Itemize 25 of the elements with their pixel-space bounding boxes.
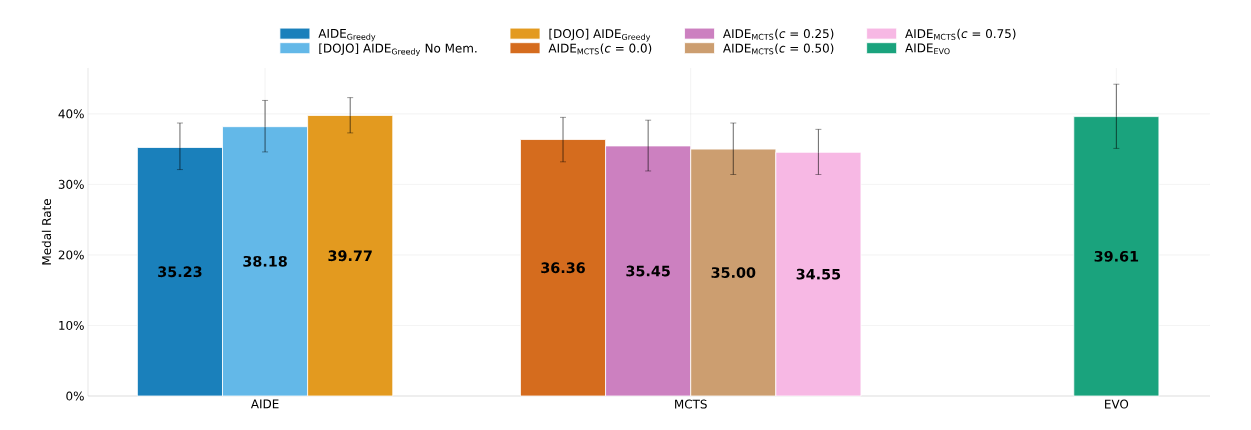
legend-label: AIDE$_{EVO}$ — [905, 43, 950, 55]
data-label: 38.18 — [243, 255, 287, 267]
data-label: 35.00 — [711, 267, 756, 278]
legend-label: AIDE$_{MCTS}$(c = 0.75) — [905, 28, 1016, 40]
y-axis-title: Medal Rate — [41, 199, 52, 265]
y-tick-label: 20% — [58, 250, 84, 260]
legend-label: AIDE$_{Greedy}$ — [318, 29, 376, 42]
legend-label: [DOJO] AIDE$_{Greedy}$ No Mem. — [319, 43, 477, 57]
data-label: 35.45 — [626, 265, 670, 277]
legend-label: AIDE$_{MCTS}$(c = 0.25) — [723, 28, 834, 40]
x-tick-label: MCTS — [675, 399, 707, 409]
y-tick-label: 40% — [58, 109, 84, 119]
data-label: 36.36 — [541, 262, 585, 274]
data-label: 39.61 — [1094, 250, 1139, 262]
legend-label: AIDE$_{MCTS}$(c = 0.0) — [548, 43, 652, 55]
x-tick-label: EVO — [1105, 399, 1129, 409]
data-label: 34.55 — [796, 268, 841, 280]
y-tick-label: 0% — [66, 391, 84, 401]
x-tick-label: AIDE — [250, 399, 279, 409]
data-label: 39.77 — [328, 250, 372, 262]
legend-label: [DOJO] AIDE$_{Greedy}$ — [549, 28, 651, 42]
legend-label: AIDE$_{MCTS}$(c = 0.50) — [723, 43, 834, 55]
y-tick-label: 10% — [59, 320, 84, 330]
data-label: 35.23 — [158, 266, 202, 278]
y-tick-label: 30% — [58, 179, 84, 189]
